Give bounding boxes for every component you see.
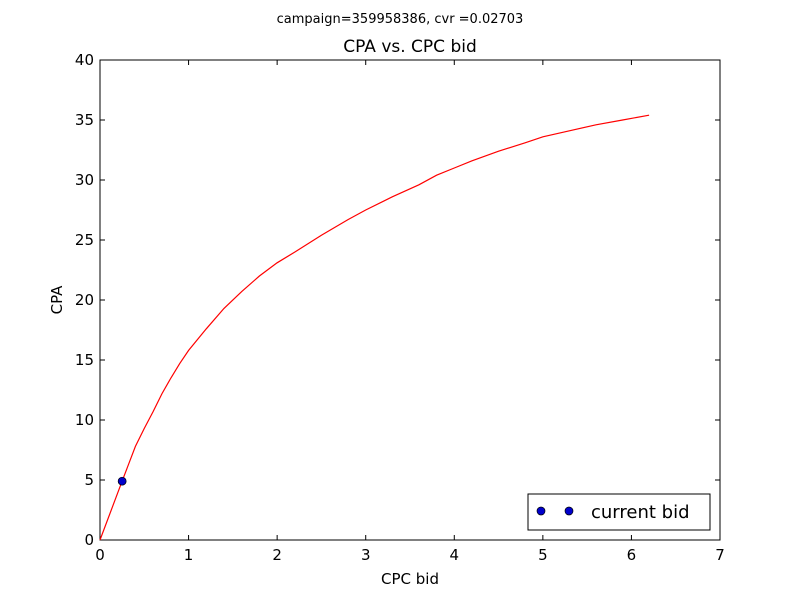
- y-tick-label: 40: [75, 51, 94, 69]
- y-tick-label: 30: [75, 171, 94, 189]
- y-tick-label: 25: [75, 231, 94, 249]
- x-tick-label: 7: [715, 546, 725, 564]
- series-layer: [99, 114, 650, 541]
- y-axis-label: CPA: [48, 285, 66, 315]
- x-tick-label: 3: [361, 546, 371, 564]
- legend-marker-1: [536, 506, 546, 516]
- x-axis-label: CPC bid: [381, 570, 439, 588]
- y-tick-label: 15: [75, 351, 94, 369]
- x-tick-label: 6: [627, 546, 637, 564]
- figure-suptitle: campaign=359958386, cvr =0.02703: [277, 12, 524, 27]
- legend: current bid: [527, 493, 711, 531]
- legend-label-current-bid: current bid: [591, 502, 690, 523]
- x-tick-label: 1: [184, 546, 194, 564]
- y-tick-label: 5: [84, 471, 94, 489]
- x-tick-label: 2: [272, 546, 282, 564]
- legend-marker-2: [564, 506, 574, 516]
- y-tick-label: 10: [75, 411, 94, 429]
- current-bid-point: [117, 476, 127, 486]
- x-tick-label: 4: [450, 546, 460, 564]
- x-tick-label: 5: [538, 546, 548, 564]
- x-tick-label: 0: [95, 546, 105, 564]
- axis-ticks: 0 1 2 3 4 5 6 7 0 5 10 15 20 25 30 35 40: [75, 51, 725, 564]
- series-line-cpa: [99, 114, 650, 541]
- legend-box: [527, 493, 711, 531]
- chart-title: CPA vs. CPC bid: [343, 37, 477, 57]
- y-tick-label: 35: [75, 111, 94, 129]
- y-tick-label: 0: [84, 531, 94, 549]
- y-tick-label: 20: [75, 291, 94, 309]
- plot-area: [99, 59, 721, 541]
